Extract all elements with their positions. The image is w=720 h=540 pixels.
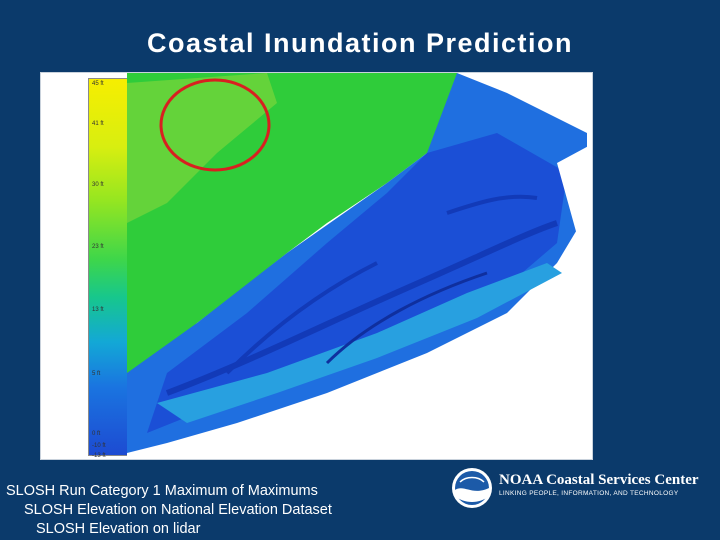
legend-tick: 13 ft — [92, 307, 104, 313]
brand-text: NOAA Coastal Services Center LINKING PEO… — [499, 472, 699, 497]
elevation-legend: 45 ft 41 ft 30 ft 23 ft 13 ft 5 ft 0 ft … — [88, 78, 128, 459]
legend-tick: 23 ft — [92, 244, 104, 250]
caption-ned: SLOSH Elevation on National Elevation Da… — [24, 502, 332, 518]
legend-tick: 5 ft — [92, 371, 101, 377]
slide-title: Coastal Inundation Prediction — [146, 28, 574, 58]
legend-tick: 0 ft — [92, 431, 101, 437]
channel — [446, 194, 538, 215]
caption-lidar: SLOSH Elevation on lidar — [36, 521, 201, 537]
legend-tick: -10 ft — [92, 443, 106, 449]
ocean-region — [127, 73, 592, 459]
channel — [325, 271, 488, 365]
caption-block: SLOSH Run Category 1 Maximum of Maximums… — [6, 482, 332, 539]
highlight-circle — [159, 78, 271, 172]
caption-run: SLOSH Run Category 1 Maximum of Maximums — [6, 483, 318, 499]
legend-tick: -13 ft — [92, 453, 106, 459]
channel — [225, 261, 378, 375]
noaa-logo-icon — [452, 468, 492, 508]
noaa-branding: NOAA Coastal Services Center LINKING PEO… — [450, 466, 712, 510]
terrain-image — [127, 73, 592, 459]
brand-name: NOAA Coastal Services Center — [499, 472, 699, 488]
legend-tick: 30 ft — [92, 182, 104, 188]
legend-tick: 45 ft — [92, 81, 104, 87]
brand-tagline: LINKING PEOPLE, INFORMATION, AND TECHNOL… — [499, 490, 679, 497]
sea-edge — [429, 144, 592, 459]
barrier-island — [157, 263, 562, 423]
inundation-map: 45 ft 41 ft 30 ft 23 ft 13 ft 5 ft 0 ft … — [40, 72, 593, 460]
legend-tick: 41 ft — [92, 121, 104, 127]
